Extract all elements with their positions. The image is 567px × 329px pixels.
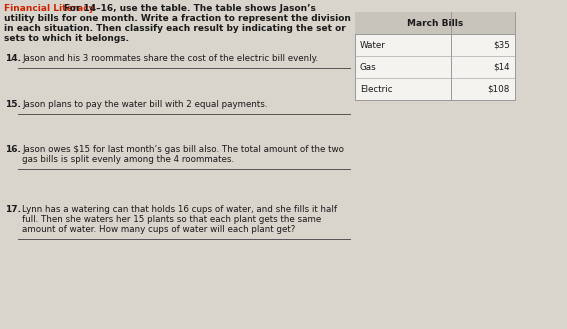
Text: 17.: 17. — [5, 205, 21, 214]
Text: Jason plans to pay the water bill with 2 equal payments.: Jason plans to pay the water bill with 2… — [22, 100, 268, 109]
Text: Financial Literacy: Financial Literacy — [4, 4, 95, 13]
Text: gas bills is split evenly among the 4 roommates.: gas bills is split evenly among the 4 ro… — [22, 155, 234, 164]
Text: sets to which it belongs.: sets to which it belongs. — [4, 34, 129, 43]
Text: For 14–16, use the table. The table shows Jason’s: For 14–16, use the table. The table show… — [64, 4, 316, 13]
Text: full. Then she waters her 15 plants so that each plant gets the same: full. Then she waters her 15 plants so t… — [22, 215, 321, 224]
Text: amount of water. How many cups of water will each plant get?: amount of water. How many cups of water … — [22, 225, 295, 234]
Text: 16.: 16. — [5, 145, 21, 154]
Text: March Bills: March Bills — [407, 18, 463, 28]
Text: Lynn has a watering can that holds 16 cups of water, and she fills it half: Lynn has a watering can that holds 16 cu… — [22, 205, 337, 214]
Text: Electric: Electric — [360, 85, 392, 93]
Text: 14.: 14. — [5, 54, 21, 63]
Bar — [355, 12, 515, 34]
Bar — [355, 12, 515, 100]
Text: Gas: Gas — [360, 63, 376, 71]
Text: $14: $14 — [493, 63, 510, 71]
Text: $35: $35 — [493, 40, 510, 49]
Text: in each situation. Then classify each result by indicating the set or: in each situation. Then classify each re… — [4, 24, 346, 33]
Text: $108: $108 — [488, 85, 510, 93]
Text: Jason owes $15 for last month’s gas bill also. The total amount of the two: Jason owes $15 for last month’s gas bill… — [22, 145, 344, 154]
Text: 15.: 15. — [5, 100, 21, 109]
Text: Jason and his 3 roommates share the cost of the electric bill evenly.: Jason and his 3 roommates share the cost… — [22, 54, 318, 63]
Text: Water: Water — [360, 40, 386, 49]
Text: utility bills for one month. Write a fraction to represent the division: utility bills for one month. Write a fra… — [4, 14, 351, 23]
